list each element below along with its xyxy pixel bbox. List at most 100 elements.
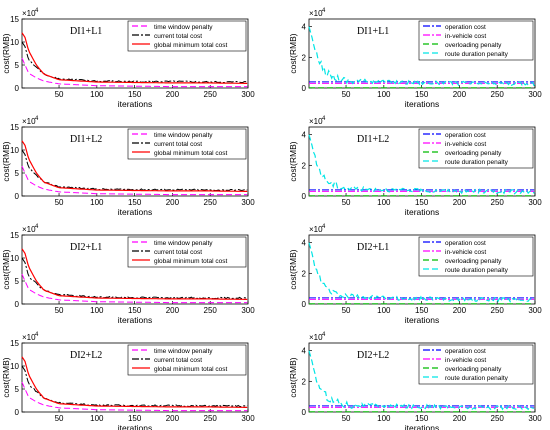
y-tick-label: 15 (10, 15, 19, 24)
x-tick-label: 100 (377, 414, 391, 423)
legend-box (127, 20, 247, 52)
x-tick-label: 250 (491, 198, 505, 207)
x-tick-label: 100 (90, 306, 104, 315)
x-tick-label: 100 (377, 90, 391, 99)
y-tick-label: 15 (10, 231, 19, 240)
x-tick-label: 200 (166, 306, 180, 315)
legend-box (418, 236, 534, 277)
x-tick-label: 300 (528, 414, 542, 423)
axis-exponent-power: 4 (322, 8, 326, 14)
panel-annotation: DI2+L2 (357, 350, 389, 361)
y-axis-label: cost(RMB) (1, 357, 11, 397)
x-tick-label: 300 (241, 306, 255, 315)
legend-label: current total cost (154, 33, 202, 40)
panel-annotation: DI2+L1 (70, 242, 102, 253)
subplot-5: ×10 4 0 5 10 15 50 100 150 200 250 300 iterations cos… (1, 224, 255, 325)
x-tick-label: 250 (491, 90, 505, 99)
y-tick-label: 10 (10, 38, 19, 47)
x-tick-label: 50 (55, 198, 64, 207)
series-line-global-minimum-total-cost (21, 32, 248, 85)
y-axis-label: cost(RMB) (1, 249, 11, 289)
x-tick-label: 100 (377, 306, 391, 315)
axis-exponent-power: 4 (35, 116, 39, 122)
legend-label: time window penalty (154, 240, 213, 247)
x-axis-label: iterations (118, 423, 153, 430)
legend-label: in-vehicle cost (445, 141, 486, 148)
series-line-route-duration-penalty (308, 26, 535, 87)
x-tick-label: 100 (377, 198, 391, 207)
legend-label: overloading penalty (445, 42, 502, 49)
x-tick-label: 300 (241, 198, 255, 207)
series-line-current-total-cost (21, 149, 248, 192)
y-axis-label: cost(RMB) (1, 141, 11, 181)
axis-exponent-power: 4 (322, 332, 326, 338)
panel-annotation: DI2+L2 (70, 350, 102, 361)
subplot-3: ×10 4 0 5 10 15 50 100 150 200 250 300 iterations cos… (1, 116, 255, 217)
x-tick-label: 250 (491, 306, 505, 315)
series-line-route-duration-penalty (308, 242, 535, 303)
series-line-time-window-penalty (21, 273, 248, 304)
y-tick-label: 0 (302, 84, 307, 93)
series-line-current-total-cost (21, 257, 248, 300)
legend-label: time window penalty (154, 24, 213, 31)
subplot-6: ×10 4 0 2 4 50 100 150 200 250 300 iterations cost(R… (288, 224, 542, 325)
panel-annotation: DI2+L1 (357, 242, 389, 253)
x-tick-label: 50 (342, 90, 351, 99)
x-tick-label: 150 (415, 414, 429, 423)
legend-label: operation cost (445, 132, 486, 139)
x-tick-label: 300 (528, 90, 542, 99)
legend-box (127, 128, 247, 160)
legend-label: overloading penalty (445, 366, 502, 373)
axis-exponent-power: 4 (322, 116, 326, 122)
legend: time window penalty current total cost glo… (127, 128, 247, 160)
legend-label: global minimum total cost (154, 42, 228, 49)
legend-label: global minimum total cost (154, 366, 228, 373)
series-line-route-duration-penalty (308, 134, 535, 195)
series-line-current-total-cost (21, 41, 248, 84)
axis-exponent: ×10 (22, 225, 36, 234)
subplot-1: ×10 4 0 5 10 15 50 100 150 200 250 300 iterations cos… (1, 8, 255, 109)
x-tick-label: 200 (166, 198, 180, 207)
axis-exponent: ×10 (309, 333, 323, 342)
legend-label: route duration penalty (445, 375, 509, 382)
legend-label: route duration penalty (445, 159, 509, 166)
y-tick-label: 10 (10, 254, 19, 263)
series-line-route-duration-penalty (308, 350, 535, 411)
y-tick-label: 10 (10, 362, 19, 371)
x-tick-label: 200 (453, 414, 467, 423)
legend: time window penalty current total cost glo… (127, 20, 247, 52)
legend: operation cost in-vehicle cost overloading… (418, 236, 534, 277)
legend-label: operation cost (445, 24, 486, 31)
y-tick-label: 0 (302, 300, 307, 309)
subplot-2: ×10 4 0 2 4 50 100 150 200 250 300 iterations cost(R… (288, 8, 542, 109)
x-tick-label: 150 (128, 414, 142, 423)
y-tick-label: 10 (10, 146, 19, 155)
x-tick-label: 50 (342, 198, 351, 207)
x-tick-label: 50 (55, 90, 64, 99)
series-line-time-window-penalty (21, 165, 248, 196)
x-tick-label: 250 (204, 306, 218, 315)
x-tick-label: 200 (166, 414, 180, 423)
panel-annotation: DI1+L2 (357, 134, 389, 145)
x-tick-label: 50 (342, 306, 351, 315)
x-tick-label: 300 (241, 90, 255, 99)
series-line-global-minimum-total-cost (21, 140, 248, 192)
x-tick-label: 150 (128, 198, 142, 207)
series-line-current-total-cost (21, 365, 248, 408)
subplot-8: ×10 4 0 2 4 50 100 150 200 250 300 iterations cost(R… (288, 332, 542, 430)
panel-annotation: DI1+L1 (70, 26, 102, 37)
x-axis-label: iterations (118, 315, 153, 325)
x-tick-label: 100 (90, 90, 104, 99)
y-tick-label: 0 (15, 408, 20, 417)
x-tick-label: 150 (415, 198, 429, 207)
y-tick-label: 2 (302, 53, 307, 62)
y-tick-label: 0 (302, 408, 307, 417)
series-line-global-minimum-total-cost (21, 248, 248, 300)
panel-annotation: DI1+L2 (70, 134, 102, 145)
y-tick-label: 5 (15, 169, 20, 178)
legend: time window penalty current total cost glo… (127, 344, 247, 376)
legend-label: current total cost (154, 249, 202, 256)
series-line-global-minimum-total-cost (21, 356, 248, 408)
panel-annotation: DI1+L1 (357, 26, 389, 37)
x-tick-label: 300 (241, 414, 255, 423)
